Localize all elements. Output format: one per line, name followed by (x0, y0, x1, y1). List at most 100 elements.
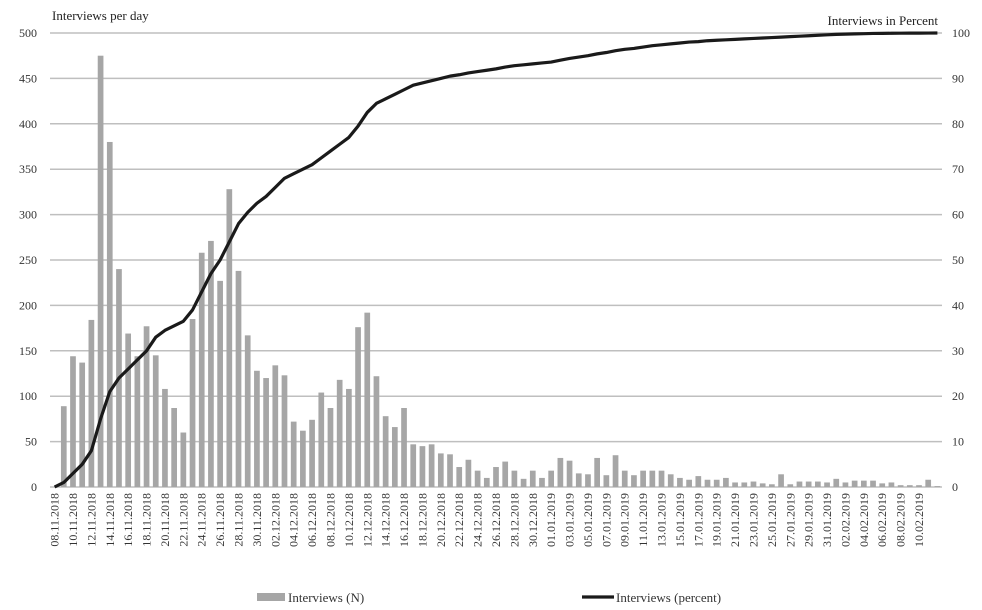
x-tick-label: 07.01.2019 (599, 493, 613, 547)
bar (723, 477, 729, 487)
x-axis-ticks: 08.11.2018 10.11.2018 12.11.2018 14.11.2018… (48, 493, 926, 547)
bar (152, 355, 159, 487)
bar (603, 475, 610, 487)
right-tick-label: 30 (952, 344, 964, 358)
bar (916, 485, 922, 487)
bar (272, 365, 279, 487)
bar (860, 480, 867, 487)
bar (796, 481, 803, 487)
bar (612, 455, 619, 487)
right-tick-label: 50 (952, 253, 964, 267)
bar (640, 470, 646, 487)
x-tick-label: 09.01.2019 (618, 493, 632, 547)
legend-bar-swatch (257, 593, 285, 601)
bar (879, 483, 886, 487)
gridlines (50, 32, 942, 488)
bar (934, 486, 941, 487)
bar (750, 481, 757, 487)
left-tick-label: 0 (31, 480, 37, 494)
x-tick-label: 02.02.2019 (838, 493, 852, 547)
x-tick-label: 04.02.2019 (857, 493, 871, 547)
x-tick-label: 30.11.2018 (250, 493, 264, 547)
right-tick-label: 10 (952, 435, 964, 449)
legend-bar-label: Interviews (N) (288, 590, 364, 605)
bar (842, 482, 849, 487)
bar (805, 481, 812, 487)
x-tick-label: 22.11.2018 (176, 493, 190, 547)
x-tick-label: 08.12.2018 (323, 493, 337, 547)
x-tick-label: 28.11.2018 (232, 493, 246, 547)
bar (658, 470, 665, 487)
bar (741, 482, 748, 487)
bar (79, 362, 86, 487)
bar (851, 480, 858, 487)
x-tick-label: 01.01.2019 (544, 493, 558, 547)
right-tick-label: 90 (952, 71, 964, 85)
x-tick-label: 05.01.2019 (581, 493, 595, 547)
left-tick-label: 200 (19, 298, 37, 312)
bar (355, 327, 361, 487)
bar (244, 335, 251, 487)
right-tick-label: 80 (952, 117, 964, 131)
x-tick-label: 14.12.2018 (379, 493, 393, 547)
x-tick-label: 12.11.2018 (84, 493, 98, 547)
x-tick-label: 23.01.2019 (746, 493, 760, 547)
bar (254, 370, 260, 487)
right-tick-label: 70 (952, 162, 964, 176)
left-tick-label: 300 (19, 208, 37, 222)
bar (585, 474, 591, 487)
x-tick-label: 10.12.2018 (342, 493, 356, 547)
bar (263, 378, 269, 487)
bar (575, 473, 582, 487)
left-tick-label: 50 (25, 435, 37, 449)
bar (198, 252, 205, 487)
x-tick-label: 24.12.2018 (471, 493, 485, 547)
bar (410, 444, 417, 487)
bar (833, 478, 840, 487)
bar (870, 480, 876, 487)
bar (686, 479, 692, 487)
bar (677, 477, 683, 487)
x-tick-label: 30.12.2018 (526, 493, 540, 547)
bar (382, 416, 389, 487)
left-tick-label: 150 (19, 344, 37, 358)
bar (189, 319, 196, 487)
x-tick-label: 28.12.2018 (507, 493, 521, 547)
bar (456, 467, 463, 487)
bar (925, 479, 932, 487)
bar (281, 375, 288, 487)
bar (539, 477, 545, 487)
x-tick-label: 13.01.2019 (655, 493, 669, 547)
bar (713, 479, 720, 487)
bar (391, 427, 398, 487)
bar (667, 474, 674, 487)
bar (557, 457, 564, 487)
bar (695, 476, 702, 487)
bar (125, 333, 132, 487)
x-tick-label: 14.11.2018 (103, 493, 117, 547)
x-tick-label: 22.12.2018 (452, 493, 466, 547)
x-tick-label: 15.01.2019 (673, 493, 687, 547)
x-tick-label: 12.12.2018 (360, 493, 374, 547)
x-tick-label: 16.11.2018 (121, 493, 135, 547)
bar (364, 312, 371, 487)
left-axis-ticks: 0 50 100 150 200 250 300 350 400 450 500 (19, 26, 37, 494)
x-tick-label: 08.11.2018 (48, 493, 62, 547)
bar (502, 461, 509, 487)
x-tick-label: 10.02.2019 (912, 493, 926, 547)
bar (815, 481, 821, 487)
x-tick-label: 19.01.2019 (710, 493, 724, 547)
x-tick-label: 17.01.2019 (691, 493, 705, 547)
bar (594, 457, 600, 487)
x-tick-label: 02.12.2018 (268, 493, 282, 547)
bar (493, 467, 499, 487)
bar (134, 356, 141, 487)
bar (346, 388, 352, 487)
bar (824, 482, 830, 487)
bar (631, 475, 637, 487)
x-tick-label: 20.11.2018 (158, 493, 172, 547)
left-tick-label: 100 (19, 389, 37, 403)
bar (897, 485, 904, 487)
bar (474, 470, 481, 487)
